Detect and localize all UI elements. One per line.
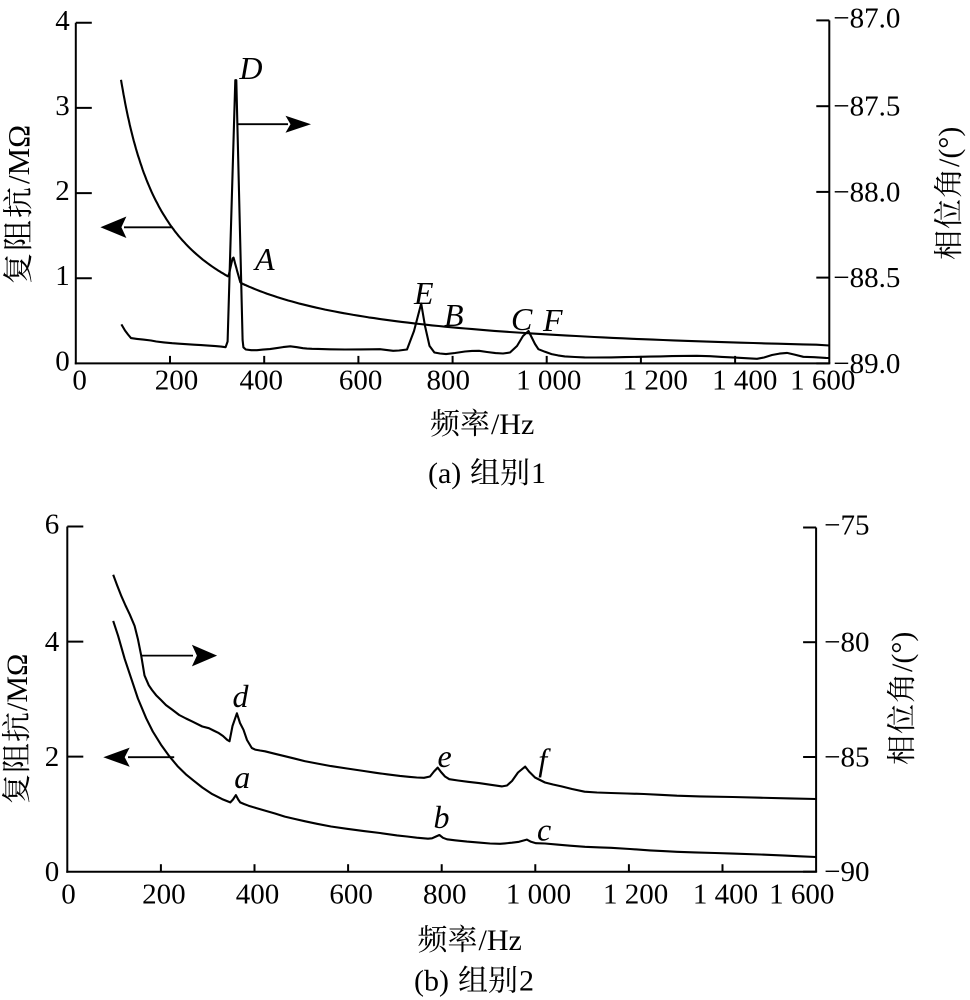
svg-text:/MΩ: /MΩ bbox=[1, 125, 36, 184]
svg-text:1: 1 bbox=[531, 457, 546, 490]
svg-text:/Hz: /Hz bbox=[479, 924, 522, 957]
svg-text:1 000: 1 000 bbox=[506, 879, 571, 911]
svg-text:−89.0: −89.0 bbox=[833, 348, 900, 380]
svg-text:/(°): /(°) bbox=[886, 632, 919, 672]
svg-text:B: B bbox=[444, 297, 464, 333]
svg-text:(b): (b) bbox=[414, 965, 449, 998]
svg-text:1 200: 1 200 bbox=[603, 879, 668, 911]
svg-text:/MΩ: /MΩ bbox=[1, 654, 34, 711]
svg-text:d: d bbox=[233, 678, 250, 714]
svg-text:400: 400 bbox=[236, 879, 280, 911]
svg-text:200: 200 bbox=[155, 365, 199, 397]
svg-text:e: e bbox=[438, 738, 452, 774]
svg-text:C: C bbox=[511, 301, 533, 337]
svg-text:a: a bbox=[234, 759, 250, 795]
svg-text:2: 2 bbox=[519, 965, 534, 998]
svg-text:0: 0 bbox=[72, 365, 87, 397]
svg-text:1 000: 1 000 bbox=[516, 365, 581, 397]
svg-text:−87.0: −87.0 bbox=[833, 2, 900, 34]
svg-text:600: 600 bbox=[329, 879, 373, 911]
svg-text:0: 0 bbox=[61, 879, 76, 911]
svg-text:1 600: 1 600 bbox=[769, 879, 834, 911]
svg-text:1 400: 1 400 bbox=[712, 365, 777, 397]
svg-text:−90: −90 bbox=[824, 856, 869, 888]
svg-text:−85: −85 bbox=[824, 742, 869, 774]
svg-text:(a): (a) bbox=[428, 457, 461, 490]
svg-text:3: 3 bbox=[55, 90, 70, 122]
svg-text:−75: −75 bbox=[824, 510, 869, 542]
svg-text:4: 4 bbox=[45, 626, 60, 658]
svg-text:c: c bbox=[537, 812, 551, 848]
svg-text:400: 400 bbox=[239, 365, 283, 397]
svg-text:F: F bbox=[542, 302, 563, 338]
svg-text:−80: −80 bbox=[824, 627, 869, 659]
svg-text:2: 2 bbox=[55, 175, 70, 207]
svg-text:−88.5: −88.5 bbox=[833, 262, 900, 294]
svg-text:−87.5: −87.5 bbox=[833, 91, 900, 123]
svg-text:D: D bbox=[238, 50, 262, 86]
svg-text:1 600: 1 600 bbox=[790, 365, 855, 397]
svg-text:600: 600 bbox=[339, 365, 383, 397]
svg-text:1: 1 bbox=[55, 260, 70, 292]
svg-text:2: 2 bbox=[45, 741, 60, 773]
svg-text:1 400: 1 400 bbox=[693, 879, 758, 911]
svg-text:800: 800 bbox=[427, 365, 471, 397]
svg-text:−88.0: −88.0 bbox=[833, 176, 900, 208]
svg-text:b: b bbox=[434, 799, 450, 835]
svg-text:0: 0 bbox=[55, 345, 70, 377]
svg-text:/Hz: /Hz bbox=[491, 408, 534, 441]
svg-text:/(°): /(°) bbox=[933, 127, 966, 167]
svg-text:0: 0 bbox=[45, 856, 60, 888]
svg-text:800: 800 bbox=[423, 879, 467, 911]
svg-text:E: E bbox=[413, 275, 434, 311]
svg-text:200: 200 bbox=[142, 879, 186, 911]
svg-text:4: 4 bbox=[55, 5, 70, 37]
svg-text:1 200: 1 200 bbox=[623, 365, 688, 397]
svg-text:A: A bbox=[253, 241, 275, 277]
svg-text:6: 6 bbox=[45, 509, 60, 541]
